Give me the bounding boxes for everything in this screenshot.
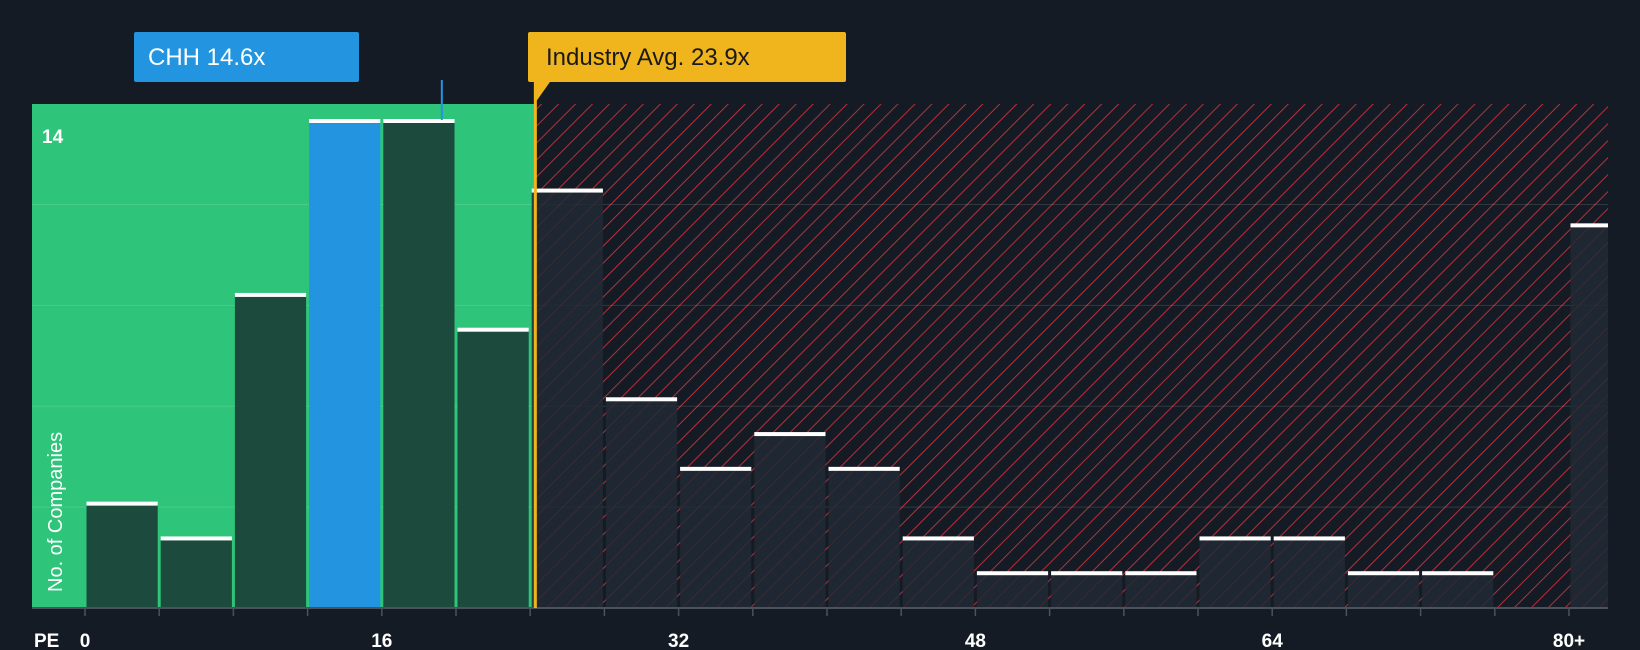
bar-top [531, 188, 603, 193]
bar-top [828, 466, 900, 471]
bar-body [1199, 538, 1271, 608]
histogram-bar [160, 536, 232, 608]
bar-top [86, 501, 158, 506]
histogram-bar [605, 397, 678, 608]
histogram-bar [828, 466, 900, 608]
histogram-bar [754, 432, 826, 608]
bar-body [309, 121, 381, 608]
bar-top [1422, 571, 1494, 576]
bar-body [457, 329, 529, 608]
bar-body [531, 190, 603, 609]
histogram-bar [976, 571, 1049, 608]
x-axis-label: PE [34, 631, 59, 650]
bar-top [1570, 223, 1608, 228]
bar-body [1273, 538, 1345, 608]
bar-top [902, 536, 974, 541]
x-tick-label: 48 [965, 631, 986, 650]
histogram-bar [1570, 223, 1608, 608]
bar-top [309, 119, 381, 123]
bar-body [976, 573, 1049, 608]
bar-body [1125, 573, 1197, 608]
bar-body [1347, 573, 1420, 608]
bar-top [754, 432, 826, 437]
bar-body [160, 538, 232, 608]
bar-top [383, 119, 455, 123]
bar-top [1125, 571, 1197, 576]
bar-body [902, 538, 974, 608]
histogram-bar [531, 188, 603, 609]
bar-top [605, 397, 678, 402]
histogram-bar [1273, 536, 1345, 608]
histogram-bar [680, 466, 752, 608]
x-tick-label: 80+ [1553, 631, 1585, 650]
industry-callout-box [528, 32, 846, 82]
company-callout-box [134, 32, 359, 82]
company-callout: CHH 14.6x [134, 32, 443, 120]
bar-top [1199, 536, 1271, 541]
histogram-bar [1199, 536, 1271, 608]
histogram-bar [1347, 571, 1420, 608]
histogram-bar [1422, 571, 1494, 608]
x-axis: 0 16 32 48 64 80+ 14 [32, 127, 1608, 650]
histogram-bars [86, 119, 1608, 609]
histogram-bar [1125, 571, 1197, 608]
histogram-bar [86, 501, 158, 608]
histogram-bar [902, 536, 974, 608]
bar-body [1051, 573, 1123, 608]
bar-top [457, 327, 529, 332]
bar-body [234, 294, 307, 608]
bar-body [86, 503, 158, 608]
bar-top [976, 571, 1049, 576]
x-tick-label: 16 [371, 631, 392, 650]
x-tick-label: 64 [1262, 631, 1284, 650]
y-axis-label: No. of Companies [45, 432, 67, 592]
bar-body [680, 468, 752, 608]
y-tick-label: 14 [42, 127, 64, 148]
industry-pointer [534, 80, 552, 104]
bar-top [680, 466, 752, 471]
histogram-bar [234, 292, 307, 608]
callouts: CHH 14.6x Industry Avg. 23.9x [134, 32, 846, 608]
histogram-bar [383, 119, 455, 608]
bar-body [605, 399, 678, 608]
x-tick-label: 32 [668, 631, 689, 650]
histogram-bar [1051, 571, 1123, 608]
bar-body [1422, 573, 1494, 608]
bar-top [1273, 536, 1345, 541]
x-tick-label: 0 [80, 631, 91, 650]
bar-top [234, 292, 307, 297]
bar-top [1051, 571, 1123, 576]
bar-top [1347, 571, 1420, 576]
bar-body [828, 468, 900, 608]
company-callout-label: CHH 14.6x [148, 44, 265, 71]
bar-body [383, 121, 455, 608]
bar-top [160, 536, 232, 541]
histogram-bar [309, 119, 381, 608]
industry-callout: Industry Avg. 23.9x [528, 32, 846, 104]
bar-body [754, 434, 826, 608]
bar-body [1570, 225, 1608, 608]
industry-callout-label: Industry Avg. 23.9x [546, 44, 750, 71]
histogram-bar [457, 327, 529, 608]
